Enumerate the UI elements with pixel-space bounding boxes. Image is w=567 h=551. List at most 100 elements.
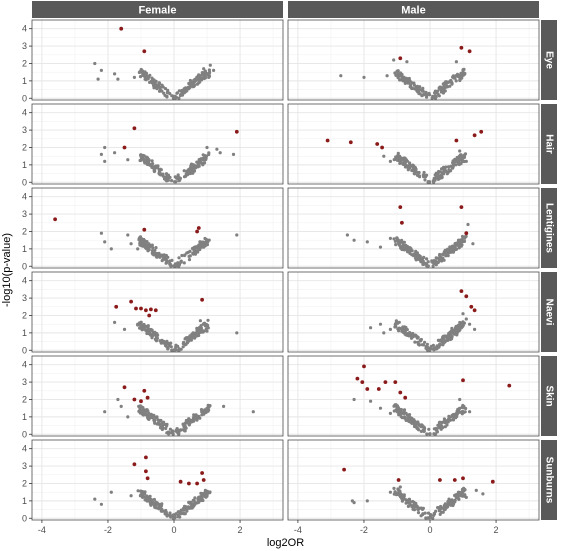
data-point-nonsignificant	[471, 242, 475, 246]
data-point-nonsignificant	[192, 169, 197, 173]
data-point-nonsignificant	[136, 489, 140, 493]
data-point-nonsignificant	[205, 494, 209, 498]
data-point-nonsignificant	[443, 339, 447, 343]
panel-female-skin: 0 1 2 3 4	[22, 355, 284, 439]
data-point-nonsignificant	[153, 166, 157, 170]
data-point-nonsignificant	[218, 151, 222, 155]
data-point-nonsignificant	[171, 94, 175, 98]
panel-female-naevi: 0 1 2 3 4	[22, 271, 284, 355]
row-strip-lentigines	[541, 188, 557, 268]
data-point-nonsignificant	[138, 238, 142, 242]
data-point-nonsignificant	[157, 81, 161, 85]
data-point-nonsignificant	[402, 493, 406, 497]
y-tick-label: 3	[22, 41, 27, 51]
data-point-nonsignificant	[445, 172, 449, 176]
data-point-nonsignificant	[411, 168, 415, 173]
data-point-significant	[195, 229, 200, 234]
data-point-nonsignificant	[461, 70, 465, 74]
data-point-nonsignificant	[143, 492, 147, 496]
data-point-significant	[461, 378, 465, 383]
data-point-nonsignificant	[422, 343, 426, 347]
data-point-nonsignificant	[190, 502, 194, 506]
data-point-nonsignificant	[158, 85, 162, 89]
data-point-nonsignificant	[415, 170, 419, 174]
data-point-nonsignificant	[378, 406, 383, 410]
data-point-nonsignificant	[437, 86, 441, 90]
data-point-nonsignificant	[186, 171, 190, 175]
data-point-nonsignificant	[182, 261, 186, 265]
data-point-nonsignificant	[436, 261, 440, 265]
data-point-nonsignificant	[405, 249, 410, 253]
data-point-significant	[187, 481, 191, 486]
data-point-nonsignificant	[449, 164, 453, 168]
data-point-nonsignificant	[190, 165, 195, 169]
data-point-nonsignificant	[402, 410, 406, 414]
data-point-nonsignificant	[178, 178, 182, 182]
data-point-nonsignificant	[202, 329, 206, 333]
data-point-nonsignificant	[443, 85, 447, 89]
data-point-nonsignificant	[481, 492, 485, 496]
data-point-nonsignificant	[454, 73, 459, 78]
data-point-nonsignificant	[460, 234, 465, 239]
data-point-nonsignificant	[129, 242, 133, 246]
data-point-nonsignificant	[171, 264, 176, 268]
data-point-nonsignificant	[442, 258, 446, 262]
data-point-nonsignificant	[378, 245, 383, 249]
data-point-nonsignificant	[185, 507, 189, 511]
data-point-significant	[464, 294, 469, 299]
y-tick-label: 1	[22, 76, 27, 86]
data-point-nonsignificant	[140, 154, 145, 158]
data-point-nonsignificant	[453, 157, 457, 161]
data-point-nonsignificant	[468, 322, 472, 326]
data-point-nonsignificant	[419, 339, 423, 343]
data-point-nonsignificant	[362, 75, 366, 79]
panel-border	[31, 355, 284, 437]
data-point-nonsignificant	[410, 81, 414, 85]
data-point-nonsignificant	[423, 175, 428, 179]
data-point-nonsignificant	[409, 247, 413, 251]
data-point-nonsignificant	[401, 243, 405, 247]
data-point-nonsignificant	[432, 348, 436, 352]
data-point-nonsignificant	[464, 317, 468, 321]
data-point-nonsignificant	[162, 91, 166, 95]
data-point-significant	[144, 455, 148, 460]
data-point-significant	[403, 395, 408, 400]
data-point-nonsignificant	[382, 154, 386, 158]
y-tick-label: 1	[22, 496, 27, 506]
data-point-significant	[132, 462, 137, 467]
data-point-nonsignificant	[414, 258, 418, 262]
data-point-nonsignificant	[200, 492, 204, 496]
data-point-nonsignificant	[160, 502, 164, 506]
panel-border	[31, 103, 284, 185]
data-point-significant	[507, 383, 512, 388]
panel-background	[288, 20, 539, 100]
data-point-nonsignificant	[454, 412, 458, 416]
data-point-nonsignificant	[461, 404, 465, 408]
y-tick-label: 1	[22, 160, 27, 170]
data-point-nonsignificant	[427, 91, 431, 95]
data-point-nonsignificant	[441, 91, 445, 95]
data-point-significant	[398, 205, 403, 210]
data-point-nonsignificant	[157, 171, 161, 175]
y-tick-label: 1	[22, 412, 27, 422]
data-point-nonsignificant	[201, 498, 205, 503]
data-point-nonsignificant	[446, 420, 450, 424]
y-tick-label: 2	[22, 310, 27, 320]
data-point-nonsignificant	[169, 345, 173, 349]
data-point-nonsignificant	[456, 328, 460, 332]
data-point-nonsignificant	[163, 87, 168, 91]
data-point-nonsignificant	[182, 424, 186, 428]
data-point-nonsignificant	[416, 510, 421, 515]
data-point-significant	[459, 205, 464, 210]
data-point-nonsignificant	[430, 96, 434, 100]
data-point-nonsignificant	[165, 345, 169, 349]
data-point-nonsignificant	[151, 162, 155, 166]
data-point-nonsignificant	[416, 421, 420, 425]
data-point-nonsignificant	[197, 414, 201, 419]
data-point-nonsignificant	[154, 246, 158, 250]
data-point-nonsignificant	[433, 91, 437, 95]
data-point-nonsignificant	[195, 331, 199, 335]
y-axis-title: -log10(p-value)	[1, 233, 13, 307]
data-point-significant	[145, 476, 150, 481]
data-point-significant	[461, 476, 465, 481]
